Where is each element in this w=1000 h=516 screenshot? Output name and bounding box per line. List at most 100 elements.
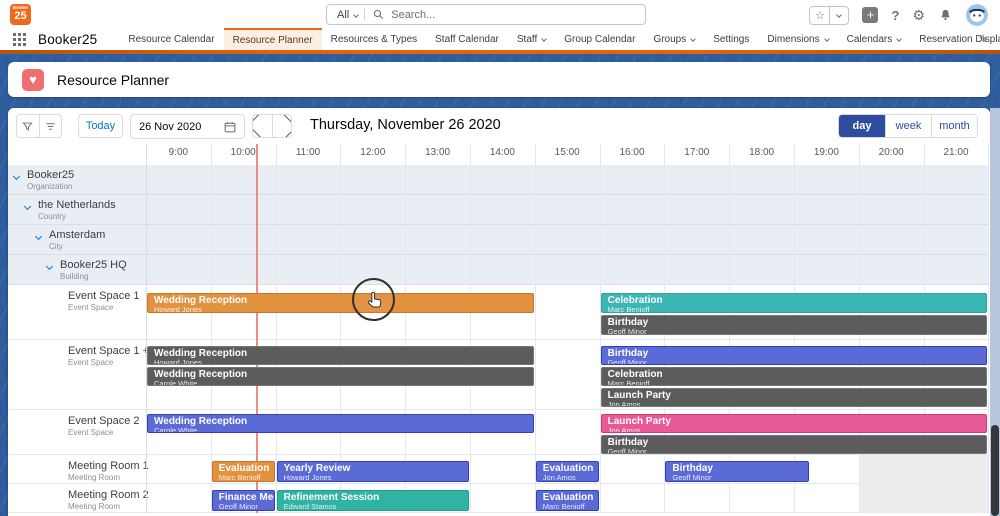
user-avatar[interactable]: [966, 4, 988, 26]
tab-reservation-display-contexts[interactable]: Reservation Display Contexts: [910, 28, 1000, 50]
tab-dimensions[interactable]: Dimensions: [758, 28, 837, 50]
tab-calendars[interactable]: Calendars: [838, 28, 911, 50]
event-wedding-reception[interactable]: Wedding Reception Howard Jones: [147, 293, 534, 313]
event-yearly-review[interactable]: Yearly Review Howard Jones: [276, 461, 469, 482]
event-refinement-session[interactable]: Refinement Session Edward Stamos: [276, 490, 469, 511]
event-launch-party[interactable]: Launch Party Jon Amos: [600, 414, 987, 433]
event-person: Jon Amos: [542, 473, 576, 482]
global-add-icon[interactable]: +: [862, 7, 879, 23]
week-view-button[interactable]: week: [885, 115, 931, 137]
grid-line: [210, 144, 212, 513]
setup-gear-icon[interactable]: ⚙: [912, 6, 925, 23]
grid-line: [470, 144, 471, 513]
event-wedding-reception[interactable]: Wedding Reception Carole White: [147, 367, 534, 386]
event-title: Refinement Session: [283, 492, 380, 503]
grid-line: [405, 144, 407, 513]
app-launcher-icon[interactable]: [13, 32, 26, 46]
search-scope-dropdown[interactable]: All: [327, 9, 364, 21]
tree-node-name: Amsterdam: [49, 229, 106, 241]
filter-icon[interactable]: [17, 115, 39, 137]
hour-label: 17:00: [684, 147, 710, 158]
chevron-down-icon: [896, 36, 903, 42]
resource-planner-card: Today 26 Nov 2020 Thursday, November 26 …: [8, 108, 990, 516]
date-input[interactable]: 26 Nov 2020: [130, 114, 245, 139]
favorites-button-group[interactable]: ☆: [809, 5, 850, 25]
chevron-down-icon[interactable]: [12, 172, 21, 181]
tree-group-row[interactable]: Booker25 HQ Building: [8, 255, 988, 285]
search-input[interactable]: Search...: [391, 8, 436, 21]
event-person: Geoff Minor: [607, 447, 647, 454]
hand-cursor-icon: [367, 291, 381, 308]
time-axis-header: 9:00 10:00 11:00 12:00 13:00 14:00 15:00 16:00 1…: [8, 142, 990, 165]
hour-label: 9:00: [168, 147, 189, 158]
event-evaluation[interactable]: Evaluation Marc Benioff: [535, 490, 599, 511]
tree-group-row[interactable]: Booker25 Organization: [8, 165, 988, 195]
event-evaluation[interactable]: Evaluation Jon Amos: [535, 461, 599, 482]
help-icon[interactable]: ?: [891, 7, 900, 23]
calendar-icon[interactable]: [224, 121, 236, 133]
tab-label: Resource Planner: [232, 34, 313, 46]
chevron-down-icon[interactable]: [34, 232, 43, 241]
grid-line: [988, 144, 990, 513]
event-birthday[interactable]: Birthday Geoff Minor: [600, 346, 987, 365]
global-search[interactable]: All Search...: [326, 4, 646, 25]
event-finance-meeting[interactable]: Finance MeetingGeoff Minor: [211, 490, 275, 511]
vertical-scrollbar[interactable]: [990, 108, 1000, 516]
hour-label: 19:00: [813, 147, 839, 158]
next-day-button[interactable]: [267, 115, 291, 137]
tab-resources-types[interactable]: Resources & Types: [322, 28, 427, 50]
event-celebration[interactable]: Celebration Marc Benioff: [600, 293, 987, 313]
tab-resource-planner[interactable]: Resource Planner: [223, 28, 322, 50]
brand-accent-strip: [0, 50, 1000, 54]
chevron-down-icon[interactable]: [23, 202, 32, 211]
tab-group-calendar[interactable]: Group Calendar: [555, 28, 644, 50]
chevron-down-icon: [353, 11, 360, 18]
event-birthday[interactable]: Birthday Geoff Minor: [600, 315, 987, 335]
day-view-button[interactable]: day: [839, 115, 885, 137]
event-evaluation[interactable]: Evaluation Marc Benioff: [211, 461, 275, 482]
month-view-button[interactable]: month: [931, 115, 977, 137]
tab-label: Staff: [516, 33, 538, 45]
tree-node-name: Booker25 HQ: [60, 259, 127, 271]
event-person: Howard Jones: [283, 473, 332, 482]
tab-resource-calendar[interactable]: Resource Calendar: [119, 28, 223, 50]
app-name: Booker25: [38, 31, 98, 47]
resource-name: Meeting Room 2: [68, 489, 149, 501]
event-birthday[interactable]: Birthday Geoff Minor: [600, 435, 987, 454]
event-birthday[interactable]: Birthday Geoff Minor: [665, 461, 810, 482]
event-wedding-reception[interactable]: Wedding Reception Carole White: [147, 414, 534, 433]
tree-group-row[interactable]: Amsterdam City: [8, 225, 988, 255]
resource-type: Meeting Room: [68, 473, 121, 482]
event-launch-party[interactable]: Launch Party Jon Amos: [600, 388, 987, 407]
event-person: Carole White: [154, 426, 198, 433]
tree-node-name: Booker25: [27, 169, 75, 181]
resource-row: Event Space 1 Event Space: [8, 285, 988, 340]
tab-settings[interactable]: Settings: [704, 28, 758, 50]
tree-group-row[interactable]: the Netherlands Country: [8, 195, 988, 225]
favorites-star-icon[interactable]: ☆: [815, 9, 825, 22]
sort-settings-icon[interactable]: [38, 115, 62, 137]
event-title: Birthday: [607, 348, 649, 359]
event-person: Edward Stamos: [283, 502, 337, 511]
global-header: Booker 25 All Search... ☆ + ? ⚙: [0, 0, 1000, 28]
resource-row: Event Space 2 Event Space: [8, 410, 988, 455]
event-wedding-reception[interactable]: Wedding Reception Howard Jones: [147, 346, 534, 365]
event-title: Finance Meeting: [218, 492, 274, 503]
notifications-bell-icon[interactable]: [938, 8, 953, 23]
chevron-down-icon: [823, 36, 830, 42]
favorites-caret-icon[interactable]: [829, 6, 848, 24]
tree-node-type: City: [49, 242, 63, 251]
resource-name: Meeting Room 1: [68, 460, 149, 472]
event-title: Yearly Review: [283, 463, 351, 474]
today-button[interactable]: Today: [78, 114, 123, 138]
tab-staff-calendar[interactable]: Staff Calendar: [426, 28, 508, 50]
event-celebration[interactable]: Celebration Marc Benioff: [600, 367, 987, 386]
event-person: Marc Benioff: [607, 379, 650, 386]
chevron-down-icon[interactable]: [45, 262, 54, 271]
mouse-cursor-indicator: [352, 278, 395, 321]
tab-staff[interactable]: Staff: [508, 28, 555, 50]
event-title: Wedding Reception: [154, 416, 248, 427]
edit-nav-pencil-icon[interactable]: ✎: [978, 33, 988, 46]
tab-groups[interactable]: Groups: [644, 28, 704, 50]
scrollbar-thumb[interactable]: [991, 425, 999, 516]
